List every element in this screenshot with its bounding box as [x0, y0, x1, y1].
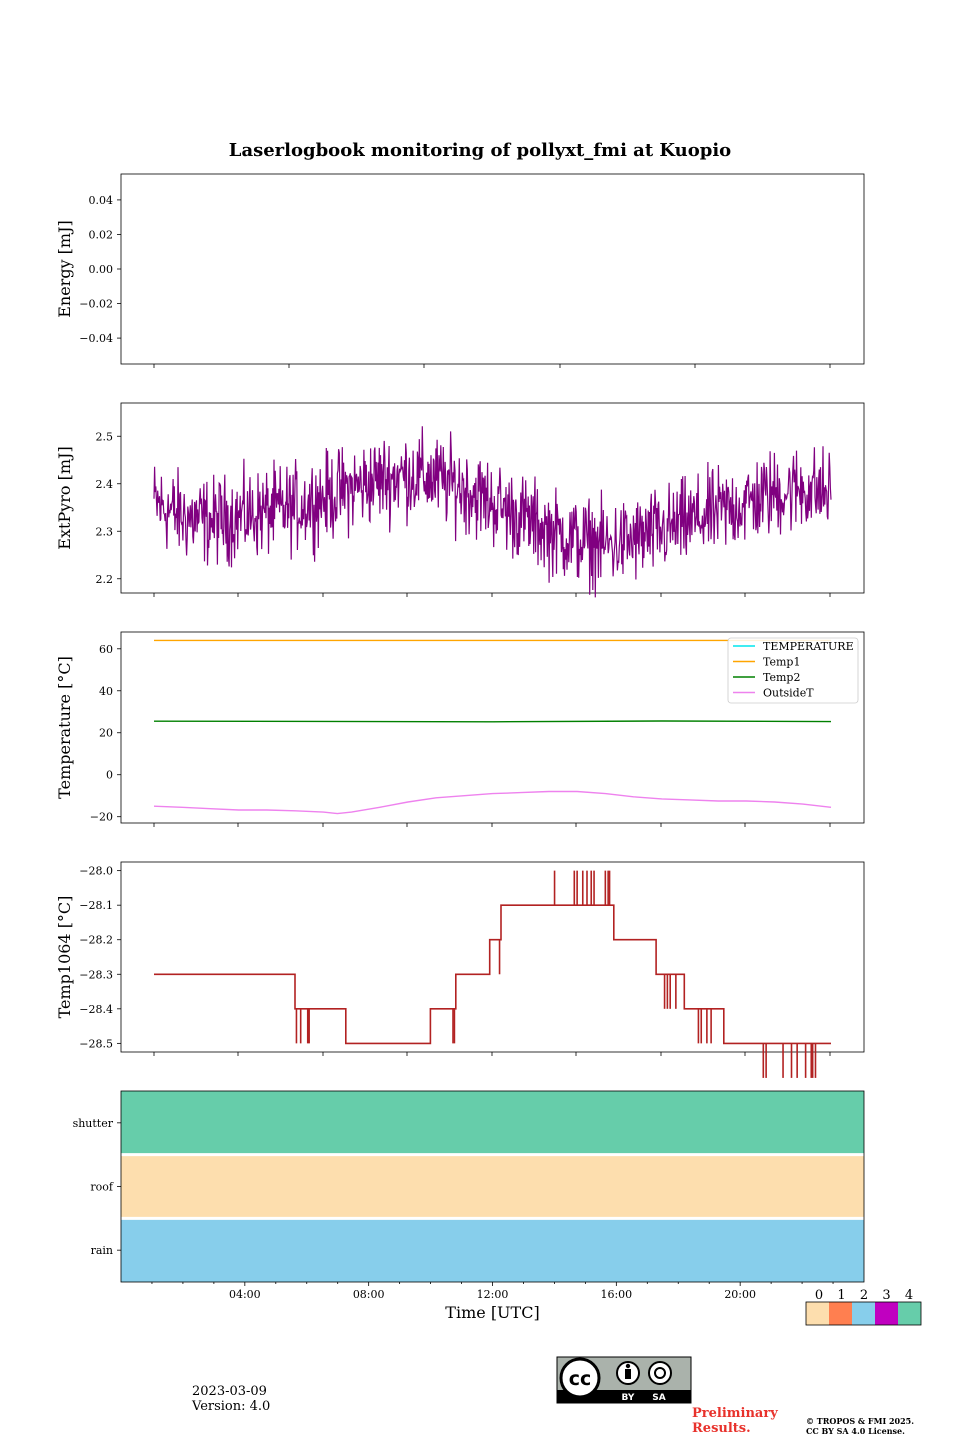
temp2-line [153, 720, 832, 723]
sa-icon-arrow [654, 1367, 666, 1379]
x-axis-label: Time [UTC] [445, 1303, 539, 1322]
copyright-note: © TROPOS & FMI 2025. CC BY SA 4.0 Licens… [806, 1416, 914, 1436]
y-axis-label: Temperature [°C] [55, 656, 74, 799]
colorbar-cell [829, 1302, 852, 1325]
axes-frame [120, 173, 865, 365]
y-tick-label: 2.2 [96, 573, 114, 586]
cc-icon [559, 1357, 601, 1399]
temperature-panel: 60 40 20 0 −20 Temperature [°C] TEMPERATURE Tem… [55, 631, 865, 827]
y-tick-label: 20 [99, 727, 113, 740]
date-version-block: 2023-03-09 Version: 4.0 [192, 1384, 270, 1414]
y-tick-label: 60 [99, 643, 113, 656]
y-tick-label: 0.04 [89, 194, 114, 207]
status-panel: shutter roof rain 04:00 08:00 12:00 16:00 20:00… [73, 1090, 865, 1322]
y-tick-label: −0.04 [79, 332, 113, 345]
y-tick-label: −20 [90, 811, 113, 824]
date-label: 2023-03-09 [192, 1384, 267, 1399]
legend: TEMPERATURE Temp1 Temp2 OutsideT [727, 637, 859, 704]
y-tick-label: 0.02 [89, 228, 114, 241]
copyright-line-2: CC BY SA 4.0 License. [806, 1426, 905, 1436]
colorbar-cell [875, 1302, 898, 1325]
by-label: BY [622, 1393, 635, 1403]
colorbar-label: 2 [860, 1288, 868, 1303]
colorbar-frame [805, 1301, 922, 1326]
cc-icon-text: cc [569, 1368, 592, 1390]
axes-frame [120, 631, 865, 824]
x-tick-label: 20:00 [724, 1288, 756, 1301]
legend-entry: Temp2 [763, 671, 800, 684]
status-row-label: rain [91, 1244, 113, 1257]
y-tick-label: 0.00 [89, 263, 114, 276]
status-row-roof [121, 1154, 864, 1219]
colorbar-cell [852, 1302, 875, 1325]
colorbar-label: 0 [815, 1288, 823, 1303]
x-tick-label: 08:00 [353, 1288, 385, 1301]
by-icon-head [625, 1363, 631, 1369]
y-tick-label: 2.4 [96, 478, 114, 491]
y-axis-label: ExtPyro [mJ] [55, 446, 74, 549]
sa-label: SA [652, 1393, 665, 1403]
colorbar-label: 3 [882, 1288, 890, 1303]
status-row-label: roof [90, 1181, 114, 1194]
legend-box [727, 637, 859, 704]
x-tick-label: 16:00 [600, 1288, 632, 1301]
legend-entry: OutsideT [763, 687, 814, 700]
y-tick-label: 2.5 [96, 430, 114, 443]
extpyro-line [153, 426, 832, 598]
y-tick-label: −0.02 [79, 298, 113, 311]
copyright-line-1: © TROPOS & FMI 2025. [806, 1416, 915, 1426]
preliminary-line-1: Preliminary [692, 1406, 778, 1421]
colorbar-label: 1 [837, 1288, 845, 1303]
axes-frame [120, 402, 865, 594]
colorbar-cell [898, 1302, 921, 1325]
y-tick-label: −28.5 [79, 1037, 113, 1050]
status-row-rain [121, 1218, 864, 1282]
legend-entry: Temp1 [763, 656, 800, 669]
y-tick-label: −28.2 [79, 934, 113, 947]
colorbar-label: 4 [905, 1288, 913, 1303]
x-tick-label: 12:00 [477, 1288, 509, 1301]
energy-panel: 0.04 0.02 0.00 −0.02 −0.04 Energy [mJ] [55, 173, 865, 368]
y-axis-label: Energy [mJ] [55, 220, 74, 318]
y-tick-label: −28.0 [79, 865, 113, 878]
y-tick-label: 40 [99, 685, 113, 698]
outsidet-line [153, 790, 832, 815]
y-tick-label: −28.3 [79, 968, 113, 981]
status-row-shutter [121, 1091, 864, 1155]
x-tick-label: 04:00 [229, 1288, 261, 1301]
version-label: Version: 4.0 [192, 1399, 271, 1414]
sa-icon [648, 1361, 672, 1385]
preliminary-line-2: Results. [692, 1421, 751, 1436]
extpyro-panel: 2.5 2.4 2.3 2.2 ExtPyro [mJ] [55, 402, 865, 598]
temp1064-line [154, 904, 831, 1045]
y-tick-label: 2.3 [96, 525, 114, 538]
colorbar-cell [806, 1302, 829, 1325]
y-tick-label: −28.4 [79, 1003, 113, 1016]
temp1064-panel: −28.0 −28.1 −28.2 −28.3 −28.4 −28.5 Temp1064 [… [55, 861, 865, 1078]
status-row-label: shutter [73, 1117, 114, 1130]
figure-title: Laserlogbook monitoring of pollyxt_fmi a… [228, 140, 732, 161]
by-icon-body [625, 1369, 631, 1379]
axes-frame [120, 861, 865, 1053]
legend-entry: TEMPERATURE [763, 640, 854, 653]
y-axis-label: Temp1064 [°C] [55, 896, 74, 1019]
y-tick-label: −28.1 [79, 899, 113, 912]
preliminary-note: Preliminary Results. [692, 1406, 778, 1436]
y-tick-label: 0 [106, 769, 113, 782]
cc-license-badge: cc BY SA [556, 1356, 692, 1404]
